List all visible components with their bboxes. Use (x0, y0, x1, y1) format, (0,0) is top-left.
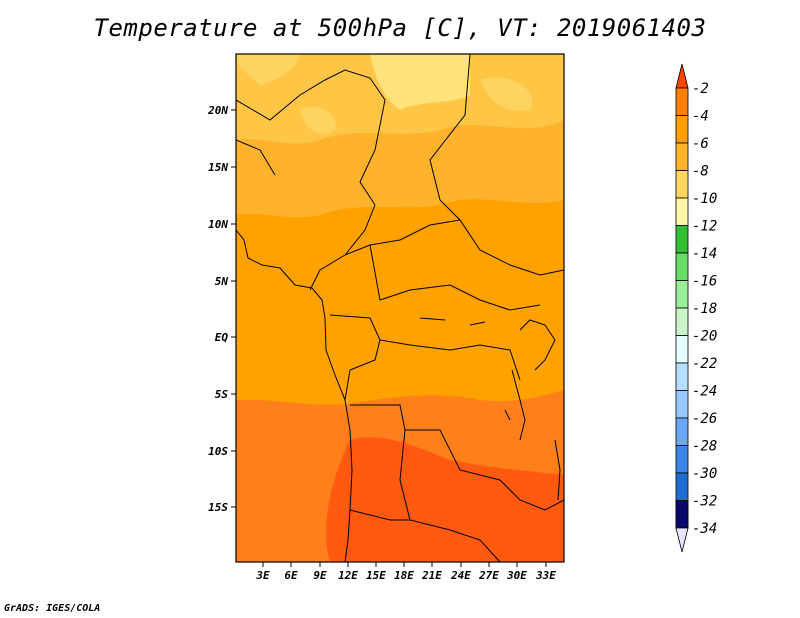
colorbar-box (675, 197, 689, 226)
colorbar-label: -12 (692, 219, 717, 235)
lon-label-24e: 24E (450, 569, 471, 582)
colorbar-label: -24 (692, 384, 717, 400)
colorbar-label: -2 (692, 81, 709, 97)
colorbar-label: -6 (692, 136, 709, 152)
lat-label-15n: 15N (208, 161, 228, 174)
map-title: Temperature at 500hPa [C], VT: 201906140… (93, 14, 707, 42)
lat-label-20n: 20N (207, 104, 228, 117)
colorbar-box (675, 142, 689, 171)
colorbar-box (675, 170, 689, 199)
colorbar-box (675, 445, 689, 474)
lat-label-5n: 5N (215, 275, 229, 288)
lon-label-12e: 12E (338, 569, 358, 582)
colorbar-box (675, 472, 689, 501)
lon-label-9e: 9E (313, 569, 327, 582)
temperature-field (236, 54, 564, 562)
lon-label-30e: 30E (506, 569, 527, 582)
colorbar-box (675, 307, 689, 336)
lon-label-3e: 3E (255, 569, 270, 582)
colorbar-label: -30 (692, 466, 717, 482)
colorbar-box (675, 87, 689, 116)
colorbar-label: -18 (692, 301, 717, 317)
lon-label-27e: 27E (478, 569, 499, 582)
colorbar-box (675, 225, 689, 254)
lon-label-15e: 15E (366, 569, 386, 582)
colorbar-label: -26 (692, 411, 717, 427)
lon-label-18e: 18E (394, 569, 414, 582)
lat-label-eq: EQ (215, 331, 229, 344)
longitude-axis: 3E 6E 9E 12E 15E 18E 21E 24E 27E 30E 33E (255, 562, 556, 582)
latitude-axis: 20N 15N 10N 5N EQ 5S 10S 15S (207, 104, 236, 514)
lat-label-5s: 5S (215, 388, 229, 401)
colorbar-bottom-arrow (675, 527, 689, 553)
lat-label-10n: 10N (208, 218, 228, 231)
colorbar-box (675, 500, 689, 529)
colorbar-label: -32 (692, 494, 717, 510)
colorbar-box (675, 417, 689, 446)
colorbar-label: -20 (692, 329, 717, 345)
grads-credit: GrADS: IGES/COLA (4, 603, 101, 614)
colorbar-box (675, 280, 689, 309)
country-borders (236, 54, 564, 562)
lon-label-33e: 33E (535, 569, 556, 582)
colorbar-label: -22 (692, 356, 717, 372)
lon-label-6e: 6E (284, 569, 298, 582)
colorbar-box (675, 390, 689, 419)
colorbar-label: -16 (692, 274, 717, 290)
colorbar-box (675, 115, 689, 144)
colorbar-label: -10 (692, 191, 717, 207)
colorbar-label: -4 (692, 109, 709, 125)
map-frame (235, 53, 565, 563)
colorbar: -2 -4 -6 -8 -10 -12 -14 -16 -18 -20 -22 -24 -26 -28 -3… (675, 63, 717, 553)
lat-label-10s: 10S (208, 445, 228, 458)
colorbar-box (675, 362, 689, 391)
lat-label-15s: 15S (208, 501, 228, 514)
colorbar-label: -14 (692, 246, 717, 262)
colorbar-box (675, 252, 689, 281)
colorbar-label: -8 (692, 164, 709, 180)
colorbar-top-arrow (675, 63, 689, 89)
colorbar-label: -34 (692, 521, 717, 537)
colorbar-box (675, 335, 689, 364)
lon-label-21e: 21E (421, 569, 442, 582)
colorbar-label: -28 (692, 439, 717, 455)
